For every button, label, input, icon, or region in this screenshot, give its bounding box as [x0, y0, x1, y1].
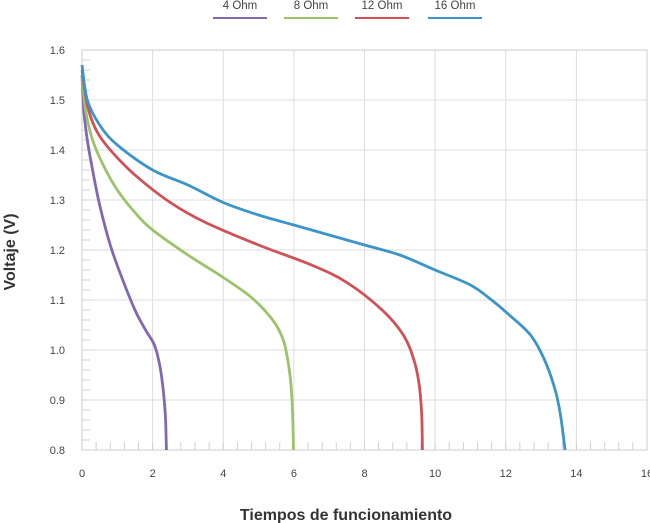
x-tick-label: 12: [500, 468, 512, 480]
axis-lines: [81, 49, 648, 451]
series-line-0: [80, 74, 168, 451]
x-tick-label: 4: [220, 468, 226, 480]
legend-label-2: 12 Ohm: [362, 0, 403, 12]
y-axis-title: Voltaje (V): [2, 213, 19, 290]
y-tick-label: 1.4: [50, 145, 65, 157]
series-line-1: [80, 74, 295, 451]
x-tick-label: 10: [429, 468, 441, 480]
y-tick-label: 0.8: [50, 445, 65, 457]
x-tick-label: 2: [150, 468, 156, 480]
y-tick-label: 0.9: [50, 395, 65, 407]
y-tick-label: 1.1: [50, 295, 65, 307]
series-line-2: [80, 69, 424, 451]
y-tick-label: 1.5: [50, 95, 65, 107]
x-tick-label: 14: [570, 468, 582, 480]
x-tick-label: 16: [641, 468, 650, 480]
x-tick-label: 6: [291, 468, 297, 480]
plot-border: [81, 49, 648, 451]
grid: [82, 49, 648, 450]
series-lines: [80, 64, 567, 451]
legend-label-3: 16 Ohm: [435, 0, 476, 12]
x-tick-label: 0: [79, 468, 85, 480]
legend-label-0: 4 Ohm: [223, 0, 258, 12]
legend-label-1: 8 Ohm: [294, 0, 329, 12]
x-tick-label: 8: [361, 468, 367, 480]
series-line-3: [80, 64, 567, 451]
y-tick-label: 1.2: [50, 245, 65, 257]
legend: 4 Ohm 8 Ohm 12 Ohm 16 Ohm: [213, 0, 482, 19]
tick-labels: 0 2 4 6 8 10 12 14 16 0.8 0.9 1.0 1.1 1.2 1.3 1.4 1.5 1.6: [50, 45, 650, 480]
y-tick-label: 1.3: [50, 195, 65, 207]
x-axis-title: Tiempos de funcionamiento: [240, 507, 452, 523]
y-tick-label: 1.0: [50, 345, 65, 357]
y-tick-label: 1.6: [50, 45, 65, 57]
